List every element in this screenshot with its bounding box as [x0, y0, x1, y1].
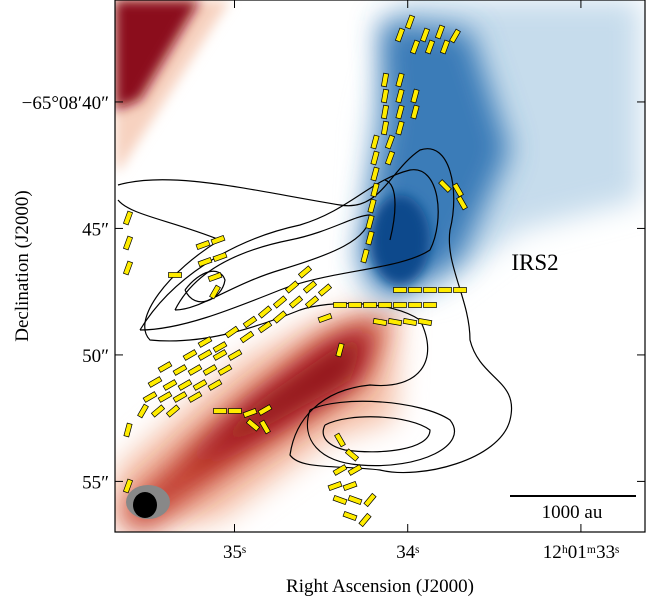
plot-frame: [114, 0, 646, 533]
x-axis-label: Right Ascension (J2000): [286, 576, 474, 597]
x-tick-label: 35ˢ: [223, 542, 246, 563]
y-tick-label: 55″: [82, 472, 109, 493]
x-tick-label: 12ʰ01ᵐ33ˢ: [543, 542, 619, 563]
x-tick-label: 34ˢ: [396, 542, 419, 563]
scale-label: 1000 au: [542, 502, 603, 523]
intensity-map: [115, 0, 640, 532]
y-tick-label: −65°08′40″: [22, 93, 109, 114]
annotation: IRS2: [511, 250, 558, 275]
beam-inner: [133, 492, 157, 518]
y-tick-label: 45″: [82, 219, 109, 240]
y-tick-label: 50″: [82, 346, 109, 367]
y-axis-label: Declination (J2000): [12, 190, 33, 341]
